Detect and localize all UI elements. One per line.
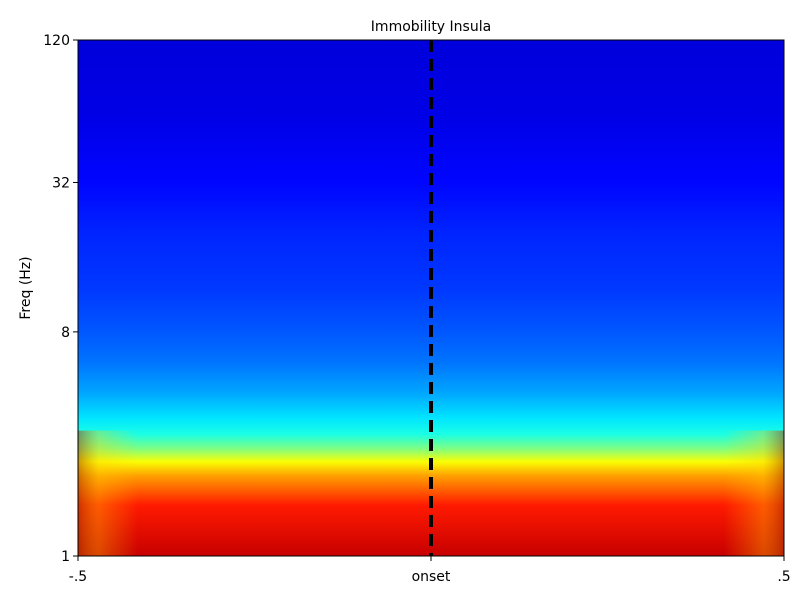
y-tick-label: 32 bbox=[52, 175, 70, 191]
y-tick-label: 8 bbox=[61, 325, 70, 341]
x-tick-label: onset bbox=[412, 569, 451, 585]
x-tick-label: -.5 bbox=[69, 569, 87, 585]
x-axis: -.5 onset .5 bbox=[69, 556, 791, 585]
y-axis: 1 8 32 120 bbox=[43, 33, 78, 565]
x-tick-label: .5 bbox=[777, 569, 790, 585]
chart-title: Immobility Insula bbox=[371, 19, 491, 35]
y-tick-label: 120 bbox=[43, 33, 70, 49]
heatmap-edge-right bbox=[724, 430, 784, 556]
heatmap-edge-left bbox=[78, 430, 138, 556]
y-tick-label: 1 bbox=[61, 549, 70, 565]
y-axis-label: Freq (Hz) bbox=[18, 256, 34, 319]
